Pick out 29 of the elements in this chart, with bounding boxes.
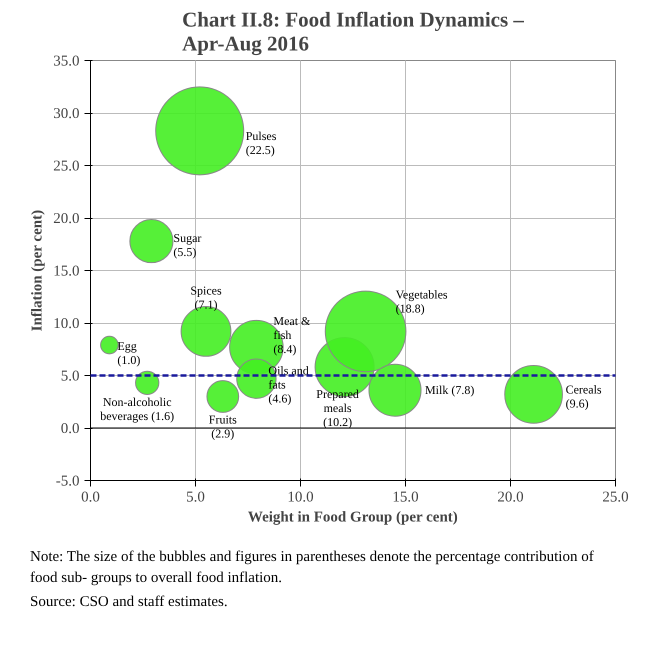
series-label: Fruits (2.9) [208, 412, 238, 440]
x-axis-title: Weight in Food Group (per cent) [248, 510, 458, 526]
series-label: Prepared meals (10.2) [316, 387, 359, 430]
x-tick-label: 0.0 [81, 490, 100, 506]
y-tick-label: 15.0 [53, 264, 80, 280]
y-axis-title: Inflation (per cent) [29, 210, 46, 332]
x-tick-label: 20.0 [497, 490, 524, 506]
y-tick-label: 10.0 [53, 316, 80, 332]
series-label: Cereals (9.6) [566, 382, 602, 410]
text: Note: The size of the bubbles and figures in parentheses denote the percentage contribution of food sub- groups to overall food inflation. [30, 548, 595, 588]
x-tick-label: 5.0 [186, 490, 205, 506]
x-tick-label: 10.0 [287, 490, 314, 506]
y-tick-label: 5.0 [60, 368, 80, 384]
x-tick-label: 25.0 [602, 490, 629, 506]
y-tick-label: 0.0 [60, 421, 80, 437]
series-label: Pulses (22.5) [246, 128, 277, 157]
series-label: Egg (1.0) [117, 339, 140, 368]
series-label: Milk (7.8) [425, 383, 474, 398]
y-tick-label: 20.0 [53, 211, 80, 227]
y-tick-label: 30.0 [53, 106, 80, 122]
chart-title: Chart II.8: Food Inflation Dynamics – Apr-Aug 2016 [182, 8, 524, 56]
y-tick-label: 35.0 [53, 54, 80, 70]
series-label: Sugar (5.5) [173, 231, 202, 260]
series-label: Non-alcoholic beverages (1.6) [100, 394, 174, 423]
x-tick-label: 15.0 [392, 490, 419, 506]
source-note: Source: CSO and staff estimates. [30, 592, 229, 612]
y-tick-label: 25.0 [53, 158, 80, 174]
series-label: Spices (7.1) [190, 283, 222, 312]
y-tick-label: -5.0 [56, 474, 80, 490]
